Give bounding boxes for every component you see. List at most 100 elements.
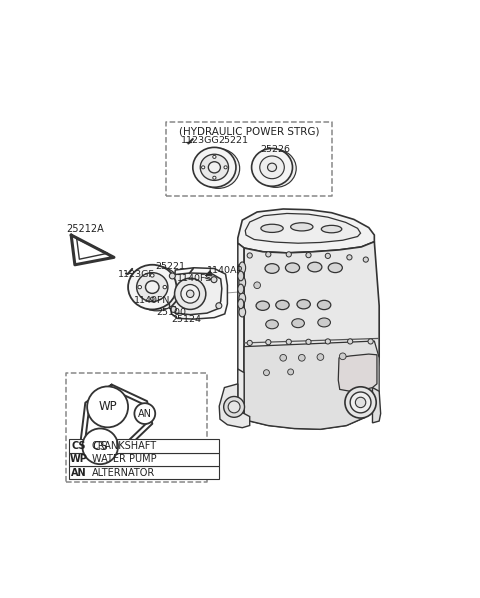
Ellipse shape (238, 284, 244, 294)
Circle shape (254, 282, 261, 289)
Ellipse shape (308, 262, 322, 272)
Circle shape (306, 252, 311, 258)
Bar (69, 440, 219, 453)
Ellipse shape (213, 176, 216, 179)
Circle shape (325, 339, 330, 344)
Ellipse shape (224, 166, 227, 169)
Text: 1123GF: 1123GF (118, 270, 155, 279)
Circle shape (363, 257, 368, 262)
Ellipse shape (255, 150, 296, 187)
Polygon shape (245, 213, 360, 243)
Text: CRANKSHAFT: CRANKSHAFT (92, 441, 157, 451)
Circle shape (266, 340, 271, 345)
Ellipse shape (256, 301, 269, 310)
Text: 1140AP: 1140AP (207, 266, 243, 275)
Circle shape (348, 339, 353, 344)
Polygon shape (238, 265, 244, 306)
Ellipse shape (239, 262, 246, 273)
Circle shape (211, 277, 217, 283)
Text: 25100: 25100 (156, 308, 186, 317)
Circle shape (186, 290, 194, 298)
Ellipse shape (128, 265, 177, 310)
Ellipse shape (150, 274, 154, 277)
Circle shape (181, 285, 200, 303)
Ellipse shape (138, 285, 142, 289)
Ellipse shape (267, 163, 276, 172)
Ellipse shape (265, 264, 279, 273)
Text: AN: AN (71, 468, 86, 478)
Circle shape (169, 273, 175, 279)
Ellipse shape (290, 222, 313, 231)
Polygon shape (219, 384, 250, 428)
Circle shape (280, 355, 287, 361)
Circle shape (247, 340, 252, 346)
Bar (69, 466, 219, 480)
Text: 25124: 25124 (171, 315, 201, 324)
Text: AN: AN (138, 408, 152, 419)
Ellipse shape (317, 300, 331, 310)
Ellipse shape (318, 318, 330, 327)
Text: WATER PUMP: WATER PUMP (92, 454, 156, 464)
Polygon shape (238, 369, 244, 414)
Text: ALTERNATOR: ALTERNATOR (92, 468, 155, 478)
Circle shape (247, 253, 252, 258)
Ellipse shape (193, 147, 236, 187)
Ellipse shape (297, 300, 311, 309)
Circle shape (264, 370, 269, 376)
Ellipse shape (276, 300, 289, 310)
Circle shape (266, 252, 271, 257)
Text: (HYDRAULIC POWER STRG): (HYDRAULIC POWER STRG) (179, 126, 319, 136)
Ellipse shape (239, 277, 246, 288)
Polygon shape (372, 388, 381, 423)
Circle shape (134, 403, 155, 424)
Text: 1140FN: 1140FN (134, 295, 171, 304)
Ellipse shape (238, 299, 244, 309)
Text: 25212A: 25212A (67, 224, 105, 234)
Ellipse shape (239, 307, 246, 317)
Circle shape (368, 339, 373, 344)
Ellipse shape (163, 285, 167, 289)
Polygon shape (244, 341, 379, 429)
Circle shape (228, 401, 240, 413)
Ellipse shape (132, 266, 181, 311)
Text: 1140FS: 1140FS (177, 274, 213, 283)
Circle shape (347, 255, 352, 260)
Ellipse shape (196, 148, 240, 188)
Circle shape (216, 303, 222, 309)
Circle shape (345, 387, 376, 418)
Ellipse shape (328, 263, 342, 273)
Circle shape (288, 369, 294, 375)
Circle shape (299, 355, 305, 361)
Text: WP: WP (70, 454, 87, 464)
Circle shape (325, 254, 330, 258)
Ellipse shape (238, 271, 244, 281)
Circle shape (350, 392, 371, 413)
Circle shape (317, 353, 324, 361)
Bar (69, 453, 219, 466)
Polygon shape (168, 273, 222, 315)
Circle shape (83, 429, 118, 464)
Polygon shape (244, 242, 379, 429)
Circle shape (306, 339, 311, 344)
Polygon shape (238, 243, 244, 414)
Ellipse shape (200, 154, 228, 181)
Ellipse shape (208, 161, 220, 173)
Text: CS: CS (72, 441, 86, 451)
Ellipse shape (150, 297, 154, 300)
Ellipse shape (213, 155, 216, 158)
Polygon shape (338, 354, 377, 391)
Circle shape (87, 386, 128, 428)
Circle shape (355, 397, 366, 408)
Ellipse shape (252, 148, 292, 186)
Ellipse shape (137, 273, 168, 301)
Ellipse shape (145, 281, 159, 294)
Text: 1123GG: 1123GG (181, 136, 219, 145)
Ellipse shape (260, 156, 284, 179)
Text: CS: CS (92, 440, 108, 453)
Circle shape (286, 339, 291, 344)
Text: 25226: 25226 (260, 145, 290, 154)
Ellipse shape (321, 225, 342, 233)
Ellipse shape (261, 224, 283, 233)
Text: WP: WP (98, 401, 117, 413)
Ellipse shape (239, 293, 246, 304)
